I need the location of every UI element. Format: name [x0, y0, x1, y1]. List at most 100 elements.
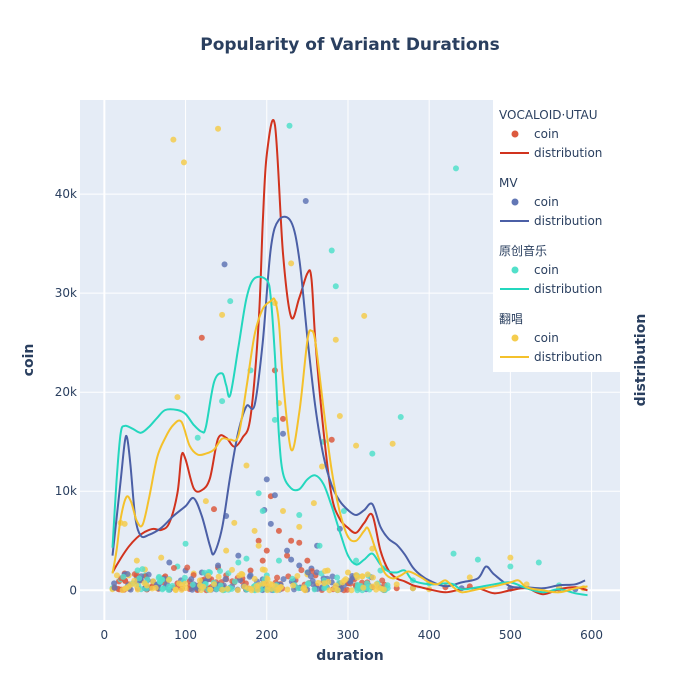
scatter-point: [215, 573, 222, 580]
legend-item-label[interactable]: distribution: [534, 214, 602, 228]
scatter-point: [322, 568, 329, 575]
scatter-point: [261, 567, 268, 574]
scatter-point: [121, 520, 128, 527]
scatter-point: [326, 587, 333, 594]
scatter-point: [205, 572, 212, 579]
scatter-point: [264, 576, 271, 583]
scatter-point: [271, 416, 278, 423]
scatter-point: [219, 311, 226, 318]
scatter-point: [535, 559, 542, 566]
scatter-point: [360, 584, 367, 591]
scatter-point: [266, 580, 273, 587]
y-tick-label: 0: [69, 583, 77, 597]
legend-item-label[interactable]: distribution: [534, 350, 602, 364]
scatter-point: [507, 563, 514, 570]
scatter-point: [288, 537, 295, 544]
scatter-point: [238, 570, 245, 577]
scatter-point: [176, 580, 183, 587]
legend-item-label[interactable]: coin: [534, 263, 559, 277]
scatter-point: [165, 576, 172, 583]
distribution-line: [111, 215, 586, 590]
scatter-point: [380, 586, 387, 593]
chart-title: Popularity of Variant Durations: [200, 35, 500, 55]
legend-group-title: MV: [499, 176, 518, 190]
scatter-point: [217, 568, 224, 575]
scatter-point: [332, 336, 339, 343]
scatter-point: [361, 312, 368, 319]
scatter-point: [188, 576, 195, 583]
scatter-point: [260, 580, 267, 587]
legend-background: [493, 100, 621, 372]
scatter-point: [334, 574, 341, 581]
scatter-point: [111, 584, 118, 591]
scatter-point: [243, 555, 250, 562]
scatter-point: [166, 559, 173, 566]
x-tick-label: 0: [101, 628, 109, 642]
scatter-point: [280, 576, 287, 583]
scatter-point: [133, 582, 140, 589]
legend[interactable]: VOCALOID·UTAU coin distribution MV coin distr…: [493, 100, 621, 372]
y-ticks: 0 10k 20k 30k 40k: [55, 187, 77, 597]
scatter-point: [328, 247, 335, 254]
scatter-point: [318, 463, 325, 470]
scatter-point: [307, 573, 314, 580]
legend-item-label[interactable]: distribution: [534, 146, 602, 160]
scatter-point: [315, 579, 322, 586]
scatter-point: [284, 552, 291, 559]
scatter-point: [189, 581, 196, 588]
y-tick-label: 20k: [55, 385, 77, 399]
scatter-point: [255, 490, 262, 497]
scatter-point: [344, 569, 351, 576]
scatter-point: [313, 569, 320, 576]
scatter-point: [207, 586, 214, 593]
scatter-point: [246, 573, 253, 580]
scatter-point: [219, 398, 226, 405]
scatter-point: [213, 586, 220, 593]
scatter-point: [267, 520, 274, 527]
y-tick-label: 40k: [55, 187, 77, 201]
scatter-point: [235, 559, 242, 566]
legend-item-label[interactable]: coin: [534, 195, 559, 209]
scatter-point: [251, 527, 258, 534]
scatter-point: [328, 436, 335, 443]
scatter-point: [289, 575, 296, 582]
scatter-point: [229, 566, 236, 573]
scatter-point: [259, 557, 266, 564]
scatter-point: [235, 552, 242, 559]
scatter-point: [202, 498, 209, 505]
scatter-point: [284, 547, 291, 554]
legend-item-label[interactable]: coin: [534, 331, 559, 345]
scatter-point: [120, 573, 127, 580]
scatter-point: [264, 587, 271, 594]
scatter-point: [341, 577, 348, 584]
scatter-point: [450, 550, 457, 557]
scatter-point: [389, 440, 396, 447]
distribution-line: [111, 119, 588, 596]
x-tick-label: 300: [337, 628, 360, 642]
scatter-point: [189, 586, 196, 593]
scatter-point: [127, 581, 134, 588]
legend-item-label[interactable]: coin: [534, 127, 559, 141]
scatter-point: [288, 556, 295, 563]
scatter-point: [170, 136, 177, 143]
scatter-point: [300, 585, 307, 592]
scatter-point: [172, 587, 179, 594]
scatter-point: [296, 523, 303, 530]
scatter-point: [466, 574, 473, 581]
scatter-point: [316, 542, 323, 549]
legend-group-title: 原创音乐: [499, 243, 547, 258]
scatter-point: [271, 492, 278, 499]
legend-item-label[interactable]: distribution: [534, 282, 602, 296]
scatter-point: [221, 261, 228, 268]
x-tick-label: 500: [499, 628, 522, 642]
scatter-point: [243, 462, 250, 469]
scatter-point: [295, 585, 302, 592]
scatter-point: [369, 450, 376, 457]
scatter-point: [310, 500, 317, 507]
scatter-point: [332, 283, 339, 290]
scatter-point: [255, 542, 262, 549]
scatter-point: [364, 580, 371, 587]
scatter-point: [113, 572, 120, 579]
scatter-point: [369, 574, 376, 581]
scatter-point: [231, 519, 238, 526]
